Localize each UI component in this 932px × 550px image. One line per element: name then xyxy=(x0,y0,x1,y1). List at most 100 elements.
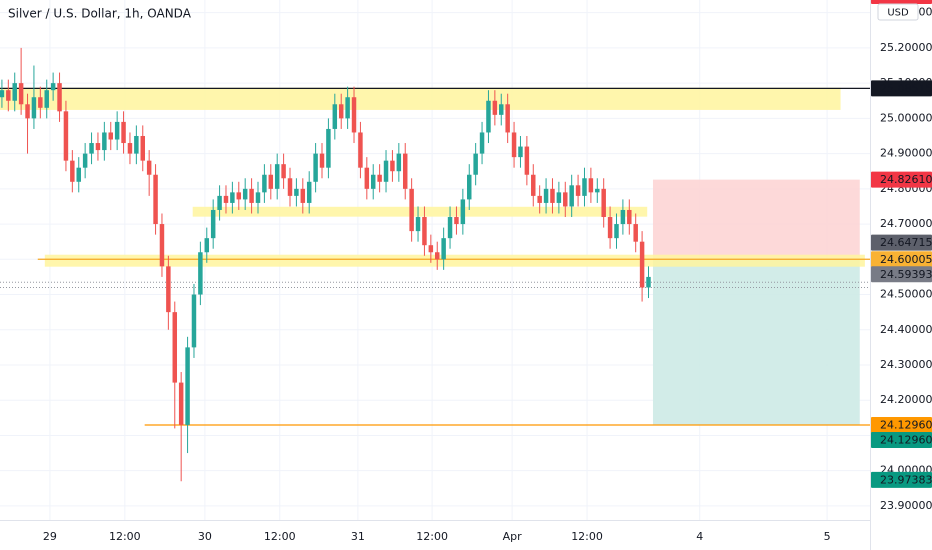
price-badge-label: 24.12960 xyxy=(880,434,932,447)
stop-zone xyxy=(652,179,860,260)
candle-body xyxy=(191,294,197,348)
x-tick-label: 5 xyxy=(824,530,831,543)
candle-body xyxy=(12,83,17,101)
chart-title: Silver / U.S. Dollar, 1h, OANDA xyxy=(8,7,192,21)
zone xyxy=(192,206,648,217)
candle-body xyxy=(262,174,267,193)
candle-body xyxy=(358,132,363,168)
y-tick-label: 24.20000 xyxy=(880,393,932,406)
candle-body xyxy=(255,192,261,203)
y-tick-label: 23.90000 xyxy=(880,499,932,512)
candle-body xyxy=(588,178,594,193)
candle-body xyxy=(134,135,139,154)
candle-body xyxy=(467,174,472,200)
x-tick-label: 29 xyxy=(43,530,57,543)
price-badge xyxy=(871,171,932,188)
candle-body xyxy=(281,164,286,179)
y-tick-label: 24.50000 xyxy=(880,288,932,301)
candle-body xyxy=(121,121,126,144)
price-badge xyxy=(871,471,932,488)
candle-body xyxy=(550,188,555,203)
candle-body xyxy=(6,90,11,101)
price-badges: 25.34726 25.08515 24.82610 24.64715 24.60005… xyxy=(871,0,932,488)
candle-body xyxy=(159,224,165,267)
candle-body xyxy=(460,199,466,225)
price-badge xyxy=(871,266,932,283)
candle-body xyxy=(18,83,24,105)
candle-body xyxy=(95,143,101,151)
candle-body xyxy=(319,153,325,168)
candle-body xyxy=(204,238,210,253)
price-badge xyxy=(871,234,932,251)
candle-body xyxy=(390,160,395,172)
candle-body xyxy=(633,224,638,242)
candle-body xyxy=(505,104,510,133)
candle-body xyxy=(402,153,408,189)
candle-body xyxy=(249,188,254,203)
price-badge-label: 24.60005 xyxy=(880,253,932,266)
candle-body xyxy=(524,146,530,175)
price-badge-label: 24.64715 xyxy=(880,236,932,249)
candle-body xyxy=(607,217,613,239)
x-tick-label: 30 xyxy=(198,530,212,543)
candle-body xyxy=(57,83,62,112)
candle-body xyxy=(518,146,523,158)
candle-body xyxy=(473,153,478,175)
candle-body xyxy=(556,192,562,203)
candle-body xyxy=(569,185,574,207)
currency-button[interactable] xyxy=(877,3,919,21)
zone xyxy=(0,87,841,110)
candle-body xyxy=(268,174,274,189)
candle-body xyxy=(422,217,427,246)
price-badge xyxy=(871,80,932,97)
candle-body xyxy=(479,132,485,154)
y-tick-label: 24.40000 xyxy=(880,323,932,336)
x-tick-label: 12:00 xyxy=(571,530,603,543)
candle-body xyxy=(31,97,37,119)
candle-body xyxy=(575,185,581,196)
candle-body xyxy=(351,97,357,133)
candle-body xyxy=(274,164,280,189)
candle-body xyxy=(198,252,203,295)
y-tick-label: 24.30000 xyxy=(880,358,932,371)
candle-body xyxy=(146,160,152,175)
candle-body xyxy=(287,178,293,196)
x-tick-label: 12:00 xyxy=(416,530,448,543)
candle-body xyxy=(172,312,178,383)
candle-body xyxy=(114,121,120,140)
candle-body xyxy=(601,188,606,218)
price-badge xyxy=(871,0,932,5)
price-badge xyxy=(871,251,932,268)
candle-body xyxy=(492,100,498,115)
candle-body xyxy=(153,174,158,225)
candle-body xyxy=(89,143,94,154)
candle-body xyxy=(0,90,5,98)
currency-label[interactable]: USD xyxy=(887,8,909,19)
candle-body xyxy=(185,347,190,425)
candle-body xyxy=(127,143,133,154)
x-tick-label: Apr xyxy=(503,530,523,543)
price-badge-label: 24.12960 xyxy=(880,419,932,432)
candle-body xyxy=(102,132,107,151)
zone xyxy=(44,254,865,267)
candles xyxy=(0,47,651,482)
candle-body xyxy=(364,167,370,189)
candle-body xyxy=(614,224,619,239)
candle-body xyxy=(499,104,504,115)
x-tick-label: 31 xyxy=(351,530,365,543)
candle-body xyxy=(108,132,113,140)
candle-body xyxy=(82,153,88,168)
candle-body xyxy=(543,188,549,203)
candle-body xyxy=(531,174,536,196)
candle-body xyxy=(242,188,248,200)
candle-body xyxy=(313,153,318,182)
candle-body xyxy=(25,104,30,119)
candle-body xyxy=(396,153,402,172)
candle-body xyxy=(70,160,75,182)
price-badge-label: 25.34726 xyxy=(880,0,932,3)
x-tick-label: 12:00 xyxy=(264,530,296,543)
candle-body xyxy=(332,104,338,129)
y-tick-label: 24.90000 xyxy=(880,147,932,160)
